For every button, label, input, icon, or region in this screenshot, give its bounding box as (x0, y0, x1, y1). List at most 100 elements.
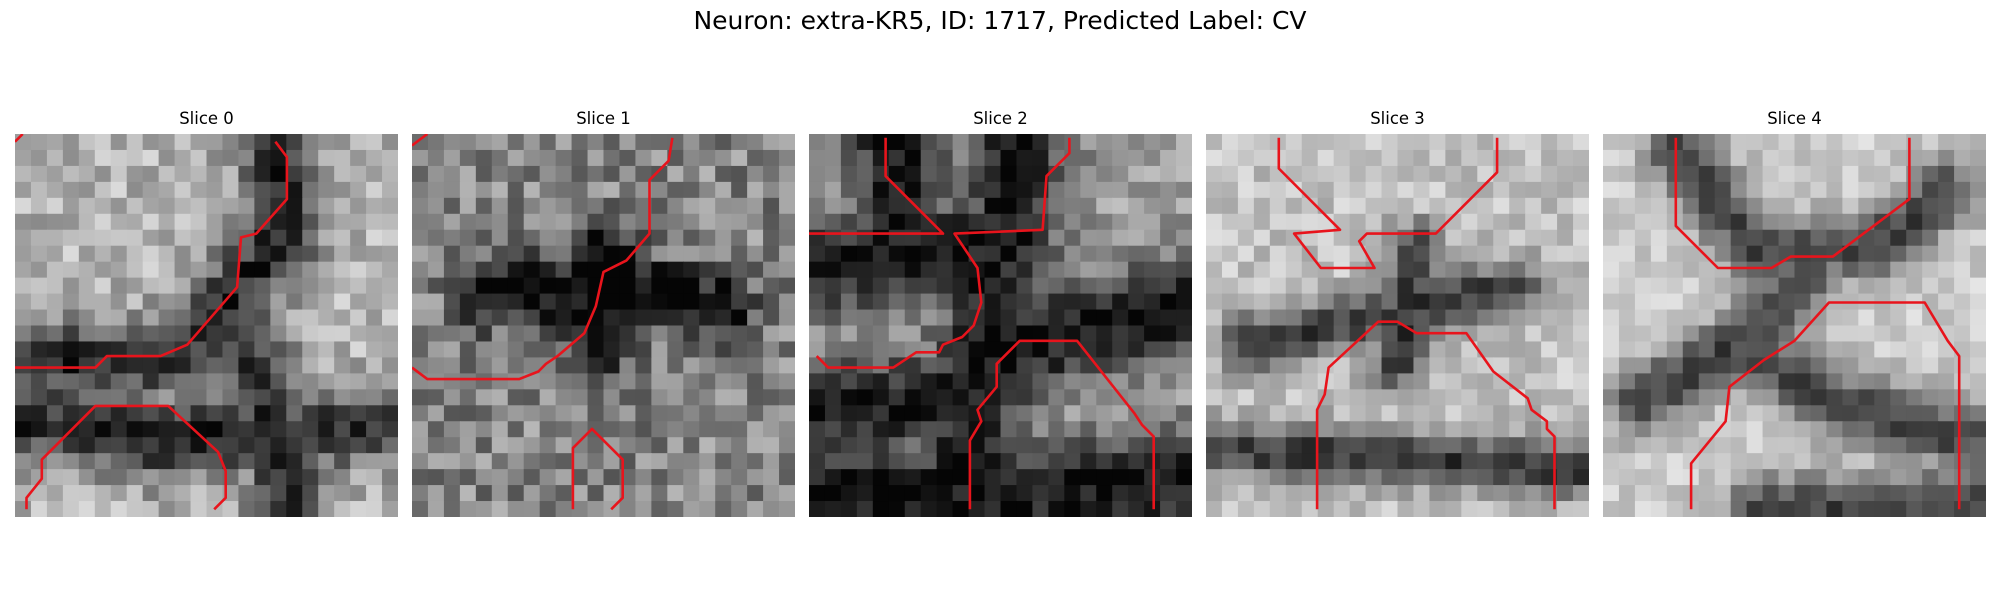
image-pixel (1666, 373, 1684, 390)
image-pixel (46, 213, 64, 231)
image-pixel (1682, 357, 1700, 374)
image-pixel (888, 165, 906, 183)
image-pixel (1477, 341, 1494, 359)
image-pixel (1285, 309, 1303, 327)
image-pixel (94, 453, 112, 470)
image-pixel (731, 149, 748, 167)
image-pixel (30, 261, 48, 279)
image-pixel (1016, 469, 1034, 486)
image-pixel (443, 341, 461, 359)
image-pixel (94, 134, 112, 151)
image-pixel (1096, 293, 1113, 311)
image-pixel (1714, 261, 1732, 279)
image-pixel (158, 245, 176, 263)
image-pixel (1016, 453, 1034, 470)
image-pixel (1874, 325, 1891, 343)
image-pixel (1349, 213, 1367, 231)
image-pixel (382, 213, 398, 231)
image-pixel (1016, 437, 1034, 454)
image-pixel (920, 245, 938, 263)
image-pixel (824, 309, 842, 327)
image-pixel (286, 453, 303, 470)
image-pixel (809, 357, 826, 374)
image-pixel (1429, 293, 1446, 311)
image-pixel (1112, 357, 1129, 374)
image-pixel (699, 134, 716, 151)
image-pixel (158, 229, 176, 247)
image-pixel (412, 245, 429, 263)
image-pixel (952, 437, 970, 454)
image-pixel (824, 485, 842, 502)
image-pixel (1206, 229, 1223, 247)
image-pixel (15, 229, 32, 247)
image-pixel (539, 213, 557, 231)
image-pixel (286, 165, 303, 183)
image-pixel (1128, 213, 1145, 231)
image-pixel (1349, 389, 1367, 406)
image-pixel (1970, 245, 1986, 263)
image-pixel (1080, 245, 1097, 263)
image-pixel (1493, 469, 1510, 486)
image-pixel (619, 213, 637, 231)
image-pixel (350, 453, 367, 470)
image-pixel (30, 469, 48, 486)
image-pixel (1301, 485, 1319, 502)
image-pixel (1160, 501, 1177, 517)
image-pixel (824, 277, 842, 295)
image-pixel (1938, 357, 1955, 374)
image-pixel (1954, 229, 1971, 247)
image-pixel (619, 197, 637, 215)
image-pixel (1938, 181, 1955, 199)
image-pixel (1573, 341, 1589, 359)
image-pixel (555, 501, 573, 517)
image-pixel (1317, 421, 1335, 438)
image-pixel (1176, 181, 1192, 199)
image-pixel (1826, 213, 1843, 231)
image-pixel (62, 229, 80, 247)
image-pixel (603, 197, 621, 215)
image-pixel (334, 421, 351, 438)
image-pixel (587, 229, 605, 247)
image-pixel (254, 501, 271, 517)
image-pixel (1890, 325, 1907, 343)
image-pixel (539, 309, 557, 327)
segmentation-contour (1674, 137, 1911, 270)
image-pixel (15, 293, 32, 311)
image-pixel (779, 341, 795, 359)
image-pixel (1112, 437, 1129, 454)
image-pixel (731, 373, 748, 390)
image-pixel (491, 437, 509, 454)
image-pixel (1557, 181, 1574, 199)
image-pixel (206, 437, 224, 454)
image-pixel (254, 453, 271, 470)
image-pixel (1206, 421, 1223, 438)
image-pixel (1794, 485, 1812, 502)
image-pixel (1253, 373, 1271, 390)
image-pixel (1970, 485, 1986, 502)
image-pixel (1269, 197, 1287, 215)
image-pixel (1096, 373, 1113, 390)
image-pixel (984, 245, 1002, 263)
image-pixel (286, 485, 303, 502)
image-pixel (334, 453, 351, 470)
image-pixel (62, 261, 80, 279)
image-pixel (222, 309, 240, 327)
image-pixel (62, 165, 80, 183)
image-pixel (126, 197, 144, 215)
image-pixel (1206, 261, 1223, 279)
image-pixel (1922, 229, 1939, 247)
image-pixel (270, 325, 287, 343)
image-pixel (1762, 134, 1780, 151)
image-pixel (619, 245, 637, 263)
image-pixel (1349, 277, 1367, 295)
image-pixel (1112, 325, 1129, 343)
image-pixel (1064, 261, 1081, 279)
image-pixel (603, 277, 621, 295)
image-pixel (1160, 405, 1177, 422)
image-pixel (1048, 149, 1065, 167)
image-pixel (1206, 165, 1223, 183)
image-pixel (366, 405, 383, 422)
image-pixel (619, 309, 637, 327)
image-pixel (523, 277, 541, 295)
image-pixel (1842, 261, 1859, 279)
